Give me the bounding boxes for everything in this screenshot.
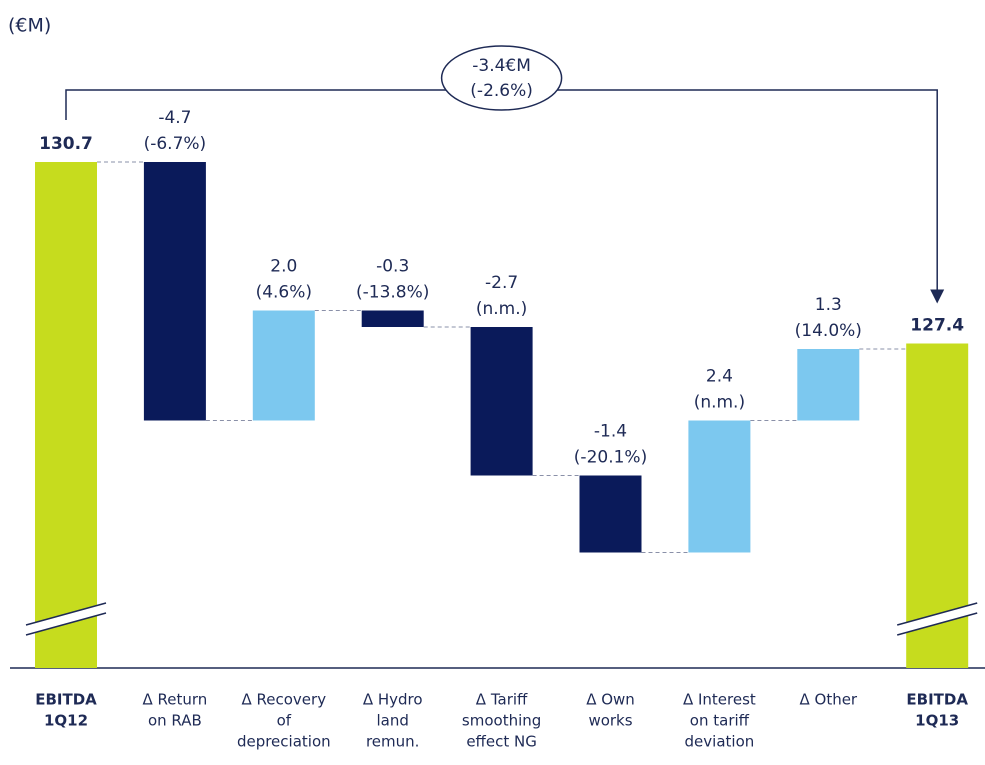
x-tick-label: Δ Recovery	[242, 691, 327, 709]
pct-label: (n.m.)	[694, 393, 745, 413]
axis-break	[897, 603, 978, 635]
x-tick-label: Δ Return	[142, 691, 207, 709]
x-tick-label: smoothing	[462, 712, 541, 730]
pct-label: (-20.1%)	[574, 448, 647, 468]
x-tick-label: Δ Tariff	[476, 691, 528, 709]
x-tick-label: deviation	[685, 733, 755, 751]
value-label: 2.0	[270, 257, 297, 277]
bar	[470, 327, 533, 476]
x-tick-label: 1Q13	[915, 712, 959, 730]
bar	[361, 310, 424, 327]
x-tick-label: on tariff	[690, 712, 750, 730]
change-bubble	[440, 45, 563, 111]
x-tick-label: EBITDA	[906, 691, 968, 709]
bar	[797, 349, 860, 421]
bar	[35, 162, 97, 668]
axis-break-line	[897, 602, 978, 626]
x-tick-label: Δ Other	[799, 691, 857, 709]
pct-label: (14.0%)	[795, 321, 862, 341]
value-label: -4.7	[158, 108, 191, 128]
x-tick-label: Δ Own	[586, 691, 635, 709]
pct-label: (-6.7%)	[144, 134, 207, 154]
value-label: -1.4	[594, 422, 627, 442]
pct-label: (n.m.)	[476, 299, 527, 319]
change-pct: (-2.6%)	[470, 81, 533, 101]
axis-break	[26, 603, 106, 635]
x-tick-label: effect NG	[466, 733, 537, 751]
axis-break-line	[25, 612, 107, 636]
x-tick-label: on RAB	[148, 712, 202, 730]
x-tick-label: Δ Hydro	[363, 691, 423, 709]
x-tick-label: works	[588, 712, 632, 730]
axis-break-line	[897, 612, 978, 636]
value-label: -2.7	[485, 273, 518, 293]
x-tick-label: EBITDA	[35, 691, 97, 709]
x-tick-label: Δ Interest	[683, 691, 756, 709]
value-label: 2.4	[706, 367, 733, 387]
bar	[143, 162, 206, 421]
pct-label: (-13.8%)	[356, 283, 429, 303]
x-tick-label: 1Q12	[44, 712, 88, 730]
change-label: -3.4€M	[472, 56, 531, 76]
arrow-head	[930, 289, 945, 304]
value-label: 130.7	[39, 134, 93, 154]
axis-break-line	[25, 602, 107, 626]
x-tick-label: land	[377, 712, 409, 730]
value-label: 127.4	[910, 316, 964, 336]
x-tick-label: remun.	[366, 733, 419, 751]
value-label: 1.3	[815, 295, 842, 315]
unit-label: (€M)	[8, 15, 51, 37]
bar	[579, 475, 642, 553]
x-tick-label: depreciation	[237, 733, 331, 751]
bar	[688, 420, 751, 553]
bar	[252, 310, 315, 421]
pct-label: (4.6%)	[256, 283, 312, 303]
value-label: -0.3	[376, 257, 409, 277]
x-tick-label: of	[277, 712, 292, 730]
